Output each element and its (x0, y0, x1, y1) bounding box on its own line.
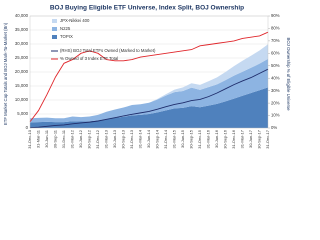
x-tick-label: 31-Mar-17 (240, 129, 245, 148)
area (30, 44, 268, 119)
y-tick-label: 20,000 (15, 69, 29, 74)
y2-tick-label: 10% (271, 113, 280, 118)
x-tick-label: 30-Sep-11 (53, 129, 58, 148)
x-tick-label: 31-Dec-14 (163, 129, 168, 148)
area (30, 87, 268, 128)
x-tick-label: 30-Sep-14 (155, 129, 160, 148)
x-tick-label: 31-Dec-10 (27, 129, 32, 148)
x-tick-label: 31-Dec-11 (61, 129, 66, 148)
x-tick-label: 30-Jun-13 (112, 129, 117, 148)
x-tick-label: 31-Mar-11 (36, 129, 41, 148)
line (29, 68, 269, 129)
y2-tick-label: 70% (271, 38, 280, 43)
x-tick-label: 30-Jun-11 (44, 129, 49, 147)
legend-swatch (52, 19, 57, 23)
x-tick-label: 31-Mar-12 (70, 129, 75, 148)
x-tick-label: 31-Dec-12 (95, 129, 100, 148)
y2-tick-label: 80% (271, 26, 280, 31)
x-tick-label: 31-Mar-16 (206, 129, 211, 148)
legend-swatch (52, 35, 57, 39)
y2-tick-label: 40% (271, 75, 280, 80)
x-tick-label: 30-Jun-15 (180, 129, 185, 148)
legend-label: N225 (60, 26, 71, 31)
x-tick-label: 30-Jun-12 (78, 129, 83, 148)
plot-frame (29, 15, 269, 129)
x-tick-label: 31-Mar-15 (172, 129, 177, 148)
x-tick-label: 30-Jun-16 (214, 129, 219, 148)
x-tick-label: 30-Sep-17 (257, 129, 262, 148)
x-tick-label: 31-Dec-13 (129, 129, 134, 148)
legend-label: (RHS) BOJ Total ETFs Owned (Marked to Ma… (60, 48, 156, 53)
x-tick-label: 30-Jun-14 (146, 129, 151, 148)
y2-axis-label: BOJ Ownership % of Eligible Universe (286, 37, 291, 111)
y2-tick-label: 0% (271, 125, 277, 130)
y-tick-label: 40,000 (15, 13, 29, 18)
x-tick-label: 30-Sep-13 (121, 129, 126, 148)
x-tick-label: 31-Dec-15 (197, 129, 202, 148)
legend-label: TOPIX (60, 34, 73, 39)
legend-label: % Owned of 3 Index ETF Total (60, 56, 118, 61)
line (29, 31, 269, 123)
y-tick-label: 25,000 (15, 55, 29, 60)
chart: BOJ Buying Eligible ETF Universe, Index … (3, 5, 291, 149)
x-tick-label: 30-Sep-16 (223, 129, 228, 148)
x-tick-label: 31-Dec-16 (231, 129, 236, 148)
x-tick-label: 31-Dec-17 (265, 129, 270, 148)
page: {"chart_data":{"type":"area-line","title… (3, 4, 291, 149)
area (30, 58, 268, 123)
x-tick-label: 30-Sep-15 (189, 129, 194, 148)
y2-tick-label: 90% (271, 13, 280, 18)
chart-title: BOJ Buying Eligible ETF Universe, Index … (50, 5, 244, 12)
x-tick-label: 31-Mar-13 (104, 129, 109, 148)
y2-tick-label: 50% (271, 63, 280, 68)
y-tick-label: 10,000 (15, 97, 29, 102)
x-tick-label: 30-Jun-17 (248, 129, 253, 148)
y-tick-label: 30,000 (15, 41, 29, 46)
y-axis-label: ETF Market Cap Totals and BOJ Mark-To-Ma… (3, 22, 8, 125)
x-tick-label: 31-Mar-14 (138, 129, 143, 148)
x-tick-label: 30-Sep-12 (87, 129, 92, 148)
legend-label: JPX-Nikkei 400 (60, 18, 90, 23)
legend-swatch (52, 27, 57, 31)
y2-tick-label: 20% (271, 100, 280, 105)
y-tick-label: 35,000 (15, 27, 29, 32)
y2-tick-label: 60% (271, 50, 280, 55)
y2-tick-label: 30% (271, 88, 280, 93)
y-tick-label: 5,000 (17, 111, 28, 116)
y-tick-label: 0 (26, 125, 29, 130)
y-tick-label: 15,000 (15, 83, 29, 88)
